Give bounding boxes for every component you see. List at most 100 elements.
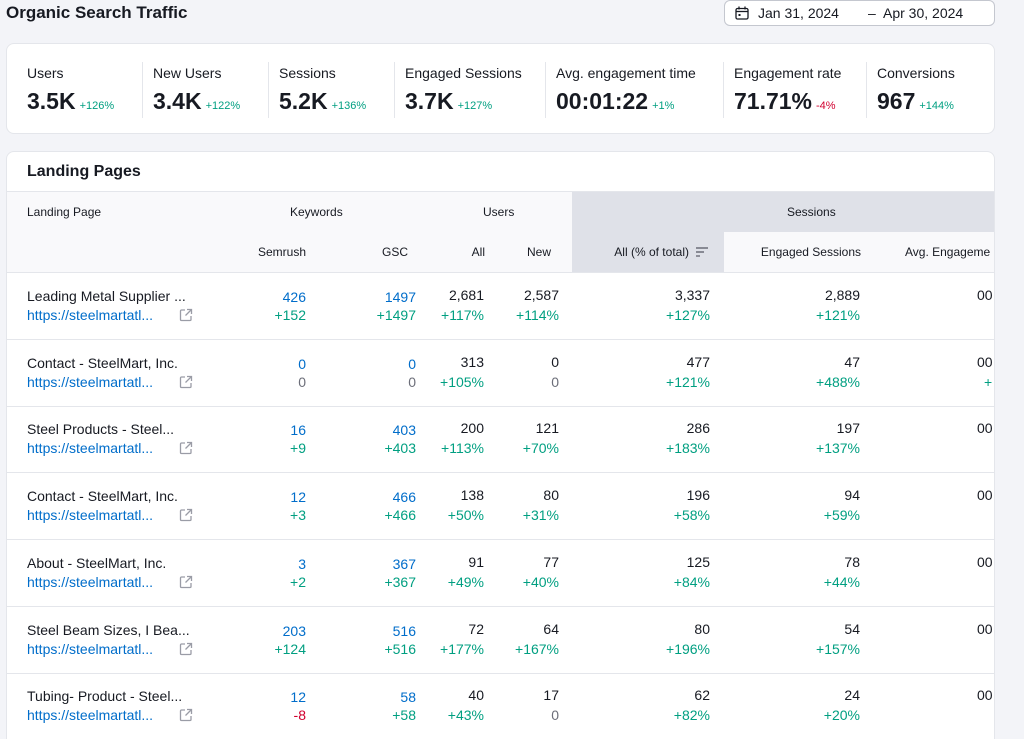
gsc-keywords[interactable]: 367 [392, 555, 416, 572]
landing-page-url[interactable]: https://steelmartatl... [27, 707, 154, 724]
landing-page-url[interactable]: https://steelmartatl... [27, 640, 154, 657]
header-keywords: Keywords [290, 205, 343, 219]
engaged-sessions-change: +157% [816, 640, 860, 657]
users-new-change: +70% [522, 440, 559, 457]
sessions-all-change: +58% [673, 507, 710, 524]
gsc-keywords[interactable]: 403 [392, 422, 416, 439]
header-users-new[interactable]: New [526, 245, 551, 259]
header-engaged-sessions[interactable]: Engaged Sessions [760, 245, 861, 259]
header-gsc[interactable]: GSC [381, 245, 408, 259]
kpi-value: 00:01:22 [556, 88, 649, 114]
header-landing-page[interactable]: Landing Page [27, 205, 102, 219]
engaged-sessions-change: +59% [823, 507, 860, 524]
header-sessions: Sessions [787, 205, 836, 219]
semrush-keywords[interactable]: 12 [290, 689, 306, 706]
users-new: 121 [535, 420, 559, 437]
engaged-sessions: 24 [844, 687, 860, 704]
semrush-keywords[interactable]: 12 [290, 489, 306, 506]
header-users: Users [483, 205, 515, 219]
engaged-sessions: 94 [844, 487, 860, 504]
users-all: 200 [460, 420, 484, 437]
table-row[interactable]: Contact - SteelMart, Inc. https://steelma… [7, 340, 994, 407]
landing-page-url[interactable]: https://steelmartatl... [27, 373, 154, 390]
semrush-keywords-change: 0 [298, 373, 306, 390]
sessions-all-change: +82% [673, 707, 710, 724]
header-sessions-all[interactable]: All (% of total) [614, 245, 689, 259]
kpi-summary-card: Users 3.5K +126% New Users 3.4K +122% Sessions… [6, 43, 995, 134]
engaged-sessions-change: +121% [816, 307, 860, 323]
external-link-icon[interactable] [179, 441, 193, 455]
sessions-all-change: +183% [666, 440, 710, 457]
landing-page-url[interactable]: https://steelmartatl... [27, 573, 154, 590]
kpi-label: Users [27, 65, 64, 81]
header-semrush[interactable]: Semrush [257, 245, 306, 259]
external-link-icon[interactable] [179, 575, 193, 589]
sessions-all: 62 [694, 687, 710, 704]
sessions-all: 3,337 [674, 287, 710, 303]
external-link-icon[interactable] [179, 708, 193, 722]
avg-engagement: 00 [977, 620, 993, 637]
gsc-keywords-change: +466 [384, 507, 416, 524]
users-all-change: +49% [447, 573, 484, 590]
landing-page-title: About - SteelMart, Inc. [27, 554, 167, 571]
kpi-label: Sessions [279, 65, 336, 81]
table-header: Landing Page Keywords Users Sessions Sem… [7, 191, 994, 273]
users-new-change: +31% [522, 507, 559, 524]
semrush-keywords[interactable]: 426 [282, 289, 306, 305]
users-all-change: +43% [447, 707, 484, 724]
semrush-keywords[interactable]: 3 [298, 555, 306, 572]
table-row[interactable]: Contact - SteelMart, Inc. https://steelma… [7, 473, 994, 541]
users-new: 77 [543, 553, 559, 570]
semrush-keywords-change: +124 [274, 640, 306, 657]
external-link-icon[interactable] [179, 375, 193, 389]
users-all: 91 [468, 553, 484, 570]
sessions-all: 477 [686, 353, 710, 370]
external-link-icon[interactable] [179, 308, 193, 322]
users-new: 17 [543, 687, 559, 704]
semrush-keywords[interactable]: 16 [290, 422, 306, 439]
kpi-change: +126% [79, 100, 115, 112]
gsc-keywords[interactable]: 0 [408, 355, 416, 372]
date-separator: – [868, 5, 876, 21]
semrush-keywords[interactable]: 203 [282, 622, 306, 639]
external-link-icon[interactable] [179, 508, 193, 522]
landing-page-url[interactable]: https://steelmartatl... [27, 507, 154, 524]
header-users-all[interactable]: All [471, 245, 485, 259]
landing-page-url[interactable]: https://steelmartatl... [27, 307, 154, 323]
users-all-change: +177% [440, 640, 484, 657]
calendar-icon [735, 6, 749, 20]
semrush-keywords[interactable]: 0 [298, 355, 306, 372]
kpi-value: 5.2K [279, 88, 328, 114]
kpi-label: Avg. engagement time [556, 65, 696, 81]
header-avg-engagement[interactable]: Avg. Engageme [905, 245, 991, 259]
users-new-change: 0 [551, 707, 559, 724]
avg-engagement: 00 [977, 687, 993, 704]
kpi-value: 71.71% [734, 88, 813, 114]
table-row[interactable]: Steel Products - Steel... https://steelma… [7, 406, 994, 474]
gsc-keywords[interactable]: 1497 [384, 289, 416, 305]
table-row[interactable]: Steel Beam Sizes, I Bea... https://steelm… [7, 607, 994, 674]
sort-descending-icon[interactable] [695, 246, 709, 258]
users-all: 2,681 [448, 287, 484, 303]
sessions-all-change: +127% [666, 307, 710, 323]
users-all-change: +50% [447, 507, 484, 524]
gsc-keywords[interactable]: 516 [392, 622, 416, 639]
kpi-value: 967 [877, 88, 916, 114]
gsc-keywords[interactable]: 466 [392, 489, 416, 506]
external-link-icon[interactable] [179, 642, 193, 656]
engaged-sessions: 54 [844, 620, 860, 637]
users-all-change: +113% [441, 440, 484, 457]
table-row[interactable]: About - SteelMart, Inc. https://steelmart… [7, 540, 994, 607]
landing-page-url[interactable]: https://steelmartatl... [27, 440, 154, 457]
landing-page-title: Contact - SteelMart, Inc. [27, 488, 178, 505]
landing-page-title: Steel Beam Sizes, I Bea... [27, 621, 190, 638]
kpi-label: Engagement rate [734, 65, 842, 81]
table-row[interactable]: Tubing- Product - Steel... https://steelm… [7, 673, 994, 739]
table-row[interactable]: Leading Metal Supplier ... https://steelm… [7, 273, 994, 340]
kpi-value: 3.4K [153, 88, 202, 114]
gsc-keywords[interactable]: 58 [400, 689, 416, 706]
sessions-group-header-bg [572, 192, 994, 232]
engaged-sessions: 2,889 [824, 287, 860, 303]
users-all-change: +117% [441, 307, 484, 323]
date-range-picker[interactable]: Jan 31, 2024 – Apr 30, 2024 [724, 0, 995, 26]
